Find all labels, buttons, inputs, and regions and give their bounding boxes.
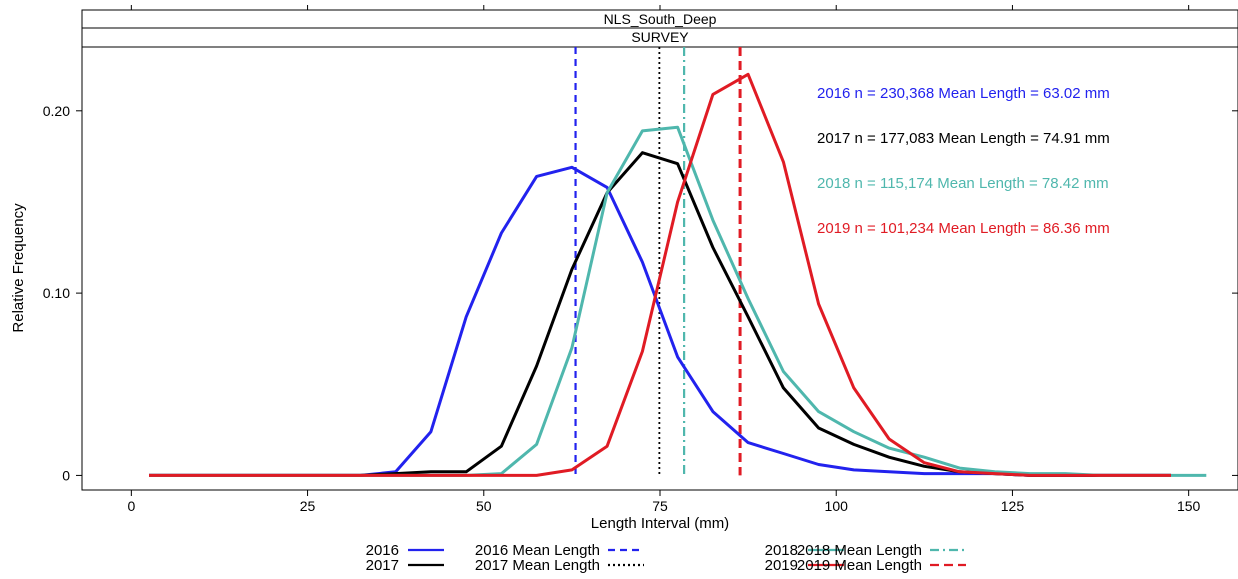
x-tick-label: 25	[300, 498, 316, 514]
series-lines	[149, 72, 1207, 477]
y-tick-label: 0	[62, 467, 70, 483]
axis-ticks: 0 25 50 75 100 125 150 0 0.10 0.20	[43, 5, 1238, 514]
annotation-2016: 2016 n = 230,368 Mean Length = 63.02 mm	[817, 85, 1110, 102]
x-tick-label: 0	[127, 498, 135, 514]
y-tick-label: 0.10	[43, 285, 70, 301]
strip-top-label: NLS_South_Deep	[604, 11, 717, 27]
x-tick-label: 75	[652, 498, 668, 514]
legend-label: 2017	[366, 557, 399, 574]
series-line-2017	[149, 151, 1171, 477]
x-axis-title: Length Interval (mm)	[591, 515, 729, 532]
y-tick-label: 0.20	[43, 103, 70, 119]
annotations: 2016 n = 230,368 Mean Length = 63.02 mm 2…	[817, 85, 1110, 237]
series-line-2019	[149, 72, 1171, 477]
legend-label: 2018	[765, 542, 798, 559]
legend-label: 2019 Mean Length	[797, 557, 922, 574]
x-tick-label: 50	[476, 498, 492, 514]
strip-bottom-label: SURVEY	[631, 29, 689, 45]
legend-label: 2016	[366, 542, 399, 559]
legend-label: 2016 Mean Length	[475, 542, 600, 559]
x-tick-label: 125	[1001, 498, 1025, 514]
legend-label: 2017 Mean Length	[475, 557, 600, 574]
x-tick-label: 150	[1177, 498, 1201, 514]
y-axis-title: Relative Frequency	[10, 203, 27, 333]
annotation-2017: 2017 n = 177,083 Mean Length = 74.91 mm	[817, 130, 1110, 147]
annotation-2018: 2018 n = 115,174 Mean Length = 78.42 mm	[817, 175, 1109, 192]
mean-lines	[574, 47, 742, 476]
legend-label: 2019	[765, 557, 798, 574]
legend-label: 2018 Mean Length	[797, 542, 922, 559]
annotation-2019: 2019 n = 101,234 Mean Length = 86.36 mm	[817, 220, 1110, 237]
x-tick-label: 100	[825, 498, 849, 514]
